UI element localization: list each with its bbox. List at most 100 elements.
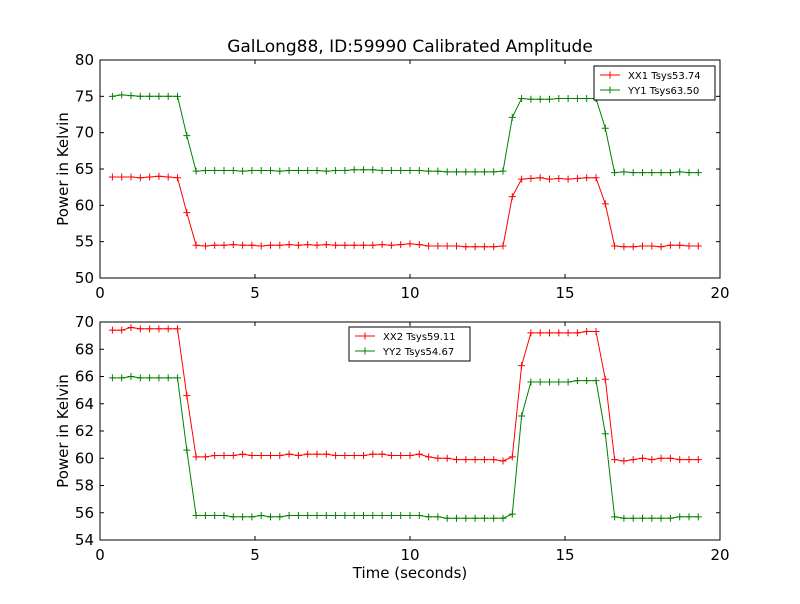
data-point (480, 456, 488, 464)
data-point (471, 514, 479, 522)
data-point (583, 95, 591, 103)
data-point (220, 166, 228, 174)
data-point (657, 514, 665, 522)
data-point (108, 92, 116, 100)
data-point (285, 511, 293, 519)
chart-panel-2: 0 5 10 15 20 54 56 58 60 62 64 66 68 70 Power in Kelvi… (54, 313, 730, 582)
data-point (601, 200, 609, 208)
data-point (360, 452, 367, 460)
x-tick-label: 10 (400, 546, 419, 564)
data-point (685, 513, 693, 521)
data-point (174, 325, 181, 333)
data-point (508, 453, 516, 461)
y-tick-label: 80 (75, 51, 94, 69)
data-point (397, 511, 405, 519)
data-point (518, 412, 526, 420)
data-point (546, 95, 553, 103)
data-point (564, 329, 572, 337)
data-point (648, 169, 656, 177)
data-point (453, 514, 460, 522)
y-tick-label: 75 (75, 87, 94, 105)
x-tick-label: 5 (250, 284, 260, 302)
data-point (322, 241, 330, 249)
data-point (285, 450, 293, 458)
data-point (369, 241, 377, 249)
data-point (322, 450, 330, 458)
data-point (155, 92, 163, 100)
data-point (453, 242, 460, 250)
data-point (267, 513, 274, 521)
data-point (564, 175, 572, 183)
data-point (313, 511, 321, 519)
data-point (415, 241, 423, 249)
data-point (490, 514, 498, 522)
data-point (146, 173, 154, 181)
data-point (239, 513, 247, 521)
data-point (425, 242, 433, 250)
data-point (592, 328, 600, 336)
data-point (127, 92, 135, 100)
legend-label-2: YY2 Tsys54.67 (382, 347, 454, 358)
data-point (666, 514, 674, 522)
data-point (443, 242, 451, 250)
data-point (434, 513, 442, 521)
data-point (620, 457, 628, 465)
series-line-1 (112, 326, 699, 462)
data-point (434, 167, 442, 175)
data-point (555, 174, 563, 182)
data-point (239, 450, 247, 458)
data-point (155, 325, 163, 333)
data-point (583, 377, 591, 385)
data-point (694, 169, 702, 177)
data-point (397, 452, 405, 460)
data-point (341, 511, 349, 519)
data-point (201, 453, 209, 461)
data-point (620, 168, 628, 176)
data-point (378, 166, 386, 174)
data-point (676, 241, 684, 249)
data-point (136, 374, 144, 382)
data-point (387, 241, 395, 249)
data-point (313, 241, 321, 249)
data-point (360, 511, 367, 519)
data-point (527, 174, 535, 182)
data-point (360, 166, 367, 174)
data-point (629, 456, 637, 464)
data-point (480, 514, 488, 522)
data-point (229, 241, 237, 249)
x-tick-label: 15 (555, 546, 574, 564)
data-point (211, 511, 219, 519)
data-point (555, 95, 563, 103)
data-point (332, 511, 340, 519)
data-point (127, 173, 135, 181)
data-point (546, 329, 553, 337)
y-axis-label: Power in Kelvin (54, 112, 72, 226)
data-point (406, 166, 414, 174)
data-point (164, 325, 172, 333)
data-point (499, 167, 507, 175)
data-point (611, 456, 619, 464)
data-point (378, 241, 386, 249)
data-point (639, 169, 646, 177)
x-tick-label: 5 (250, 546, 260, 564)
data-point (490, 456, 498, 464)
data-point (657, 169, 665, 177)
series-markers-2 (108, 373, 702, 522)
data-point (415, 166, 423, 174)
data-point (304, 450, 312, 458)
data-point (276, 513, 284, 521)
y-tick-label: 58 (75, 477, 94, 495)
data-point (425, 453, 433, 461)
y-tick-label: 70 (75, 313, 94, 331)
data-point (443, 168, 451, 176)
data-point (601, 430, 609, 438)
data-point (499, 457, 507, 465)
data-point (397, 166, 405, 174)
data-point (276, 241, 284, 249)
data-point (350, 511, 358, 519)
data-point (332, 452, 340, 460)
data-point (369, 511, 377, 519)
data-point (350, 166, 358, 174)
data-point (499, 514, 507, 522)
data-point (322, 167, 330, 175)
